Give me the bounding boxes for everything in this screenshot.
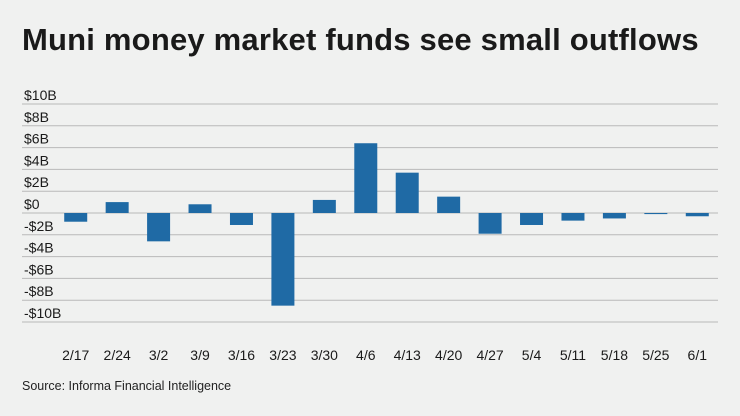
- bar-2-17: [64, 213, 88, 222]
- bar-2-24: [105, 202, 129, 213]
- y-tick-label: $2B: [24, 174, 49, 190]
- x-tick-label: 4/20: [435, 347, 462, 363]
- x-tick-label: 4/27: [476, 347, 503, 363]
- y-axis-tick-labels: $10B $8B $6B $4B $2B $0 -$2B -$4B -$6B -$8B -$10B: [24, 87, 61, 321]
- x-tick-label: 5/4: [522, 347, 542, 363]
- y-tick-label: $4B: [24, 152, 49, 168]
- y-tick-label: -$4B: [24, 240, 54, 256]
- bar-4-20: [437, 196, 461, 213]
- x-tick-label: 2/24: [104, 347, 131, 363]
- y-tick-label: -$8B: [24, 283, 54, 299]
- x-tick-label: 4/6: [356, 347, 376, 363]
- bar-5-18: [602, 213, 626, 219]
- bar-6-1: [685, 213, 709, 217]
- y-tick-label: -$10B: [24, 305, 61, 321]
- x-tick-label: 3/9: [190, 347, 210, 363]
- y-tick-label: $10B: [24, 87, 57, 103]
- x-tick-label: 2/17: [62, 347, 89, 363]
- bar-4-6: [354, 143, 378, 213]
- x-tick-label: 3/30: [311, 347, 338, 363]
- x-tick-label: 3/16: [228, 347, 255, 363]
- bar-5-25: [644, 213, 668, 215]
- x-tick-label: 6/1: [688, 347, 708, 363]
- bar-3-23: [271, 213, 295, 306]
- bar-5-11: [561, 213, 585, 221]
- x-tick-label: 5/11: [560, 347, 586, 363]
- bar-4-13: [395, 172, 419, 213]
- x-axis-tick-labels: 2/17 2/24 3/2 3/9 3/16 3/23 3/30 4/6 4/13 4/20 4/2…: [62, 347, 707, 363]
- x-tick-label: 4/13: [394, 347, 421, 363]
- bar-3-16: [229, 213, 253, 225]
- bar-4-27: [478, 213, 502, 234]
- bar-5-4: [520, 213, 544, 225]
- y-tick-label: -$2B: [24, 218, 54, 234]
- bar-3-9: [188, 204, 212, 213]
- x-tick-label: 5/18: [601, 347, 628, 363]
- x-tick-label: 5/25: [642, 347, 669, 363]
- bar-3-2: [147, 213, 171, 242]
- x-tick-label: 3/23: [269, 347, 296, 363]
- y-tick-label: $6B: [24, 131, 49, 147]
- x-tick-label: 3/2: [149, 347, 169, 363]
- source-note: Source: Informa Financial Intelligence: [22, 379, 232, 393]
- y-tick-label: $8B: [24, 109, 49, 125]
- bar-3-30: [312, 199, 336, 213]
- y-tick-label: $0: [24, 196, 40, 212]
- chart-title: Muni money market funds see small outflo…: [22, 22, 699, 57]
- y-tick-label: -$6B: [24, 261, 54, 277]
- bars: [64, 143, 709, 306]
